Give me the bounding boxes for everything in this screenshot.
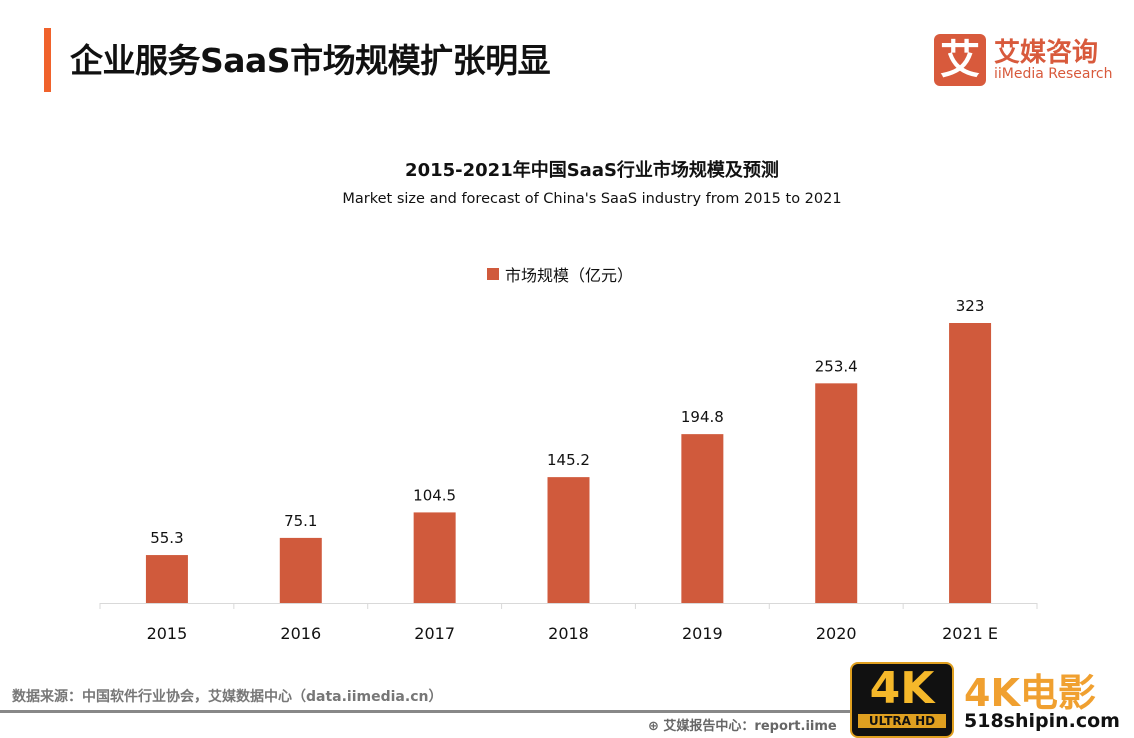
x-tick-label: 2019: [682, 624, 723, 643]
data-label: 55.3: [150, 529, 183, 547]
chart-subtitle: Market size and forecast of China's SaaS…: [342, 191, 842, 207]
data-label: 145.2: [547, 451, 590, 469]
x-tick-label: 2020: [816, 624, 857, 643]
globe-icon: ⊕: [648, 719, 664, 734]
watermark-badge-text: 4K: [869, 663, 935, 714]
data-label: 194.8: [681, 408, 724, 426]
page-title: 企业服务SaaS市场规模扩张明显: [70, 41, 551, 80]
watermark: 4K ULTRA HD 4K电影 518shipin.com: [850, 662, 1134, 738]
footer-divider: [0, 710, 850, 713]
data-label: 104.5: [413, 486, 456, 504]
chart-title: 2015-2021年中国SaaS行业市场规模及预测: [405, 160, 779, 181]
bar-2015: [145, 555, 188, 603]
report-center-text: 艾媒报告中心：report.iime: [663, 719, 837, 734]
data-label: 253.4: [815, 357, 858, 375]
bar-2021E: [949, 323, 992, 603]
watermark-badge-sub: ULTRA HD: [858, 714, 946, 728]
legend-swatch: [487, 268, 499, 280]
x-tick-label: 2018: [548, 624, 589, 643]
chart-legend: 市场规模（亿元）: [487, 262, 633, 286]
report-center: ⊕ 艾媒报告中心：report.iime: [648, 715, 837, 734]
logo-mark: 艾: [934, 34, 986, 86]
data-source: 数据来源：中国软件行业协会，艾媒数据中心（data.iimedia.cn）: [12, 689, 443, 705]
logo-name-en: iiMedia Research: [994, 66, 1113, 82]
bar-2016: [279, 537, 322, 603]
bar-2019: [681, 434, 724, 603]
bar-2017: [413, 512, 456, 603]
logo-name-cn: 艾媒咨询: [994, 38, 1099, 68]
x-tick-label: 2016: [280, 624, 321, 643]
watermark-url: 518shipin.com: [964, 710, 1120, 732]
watermark-badge: 4K ULTRA HD: [850, 662, 954, 738]
data-label: 323: [956, 297, 985, 315]
title-accent-bar: [44, 28, 51, 92]
x-tick-label: 2017: [414, 624, 455, 643]
x-tick-label: 2021 E: [942, 624, 998, 643]
bar-2018: [547, 477, 590, 603]
x-tick-label: 2015: [147, 624, 188, 643]
data-label: 75.1: [284, 512, 317, 530]
watermark-name: 4K电影: [964, 671, 1096, 715]
bar-2020: [815, 383, 858, 603]
legend-label: 市场规模（亿元）: [505, 266, 634, 285]
iimedia-logo: 艾 艾媒咨询 iiMedia Research: [934, 34, 1114, 86]
